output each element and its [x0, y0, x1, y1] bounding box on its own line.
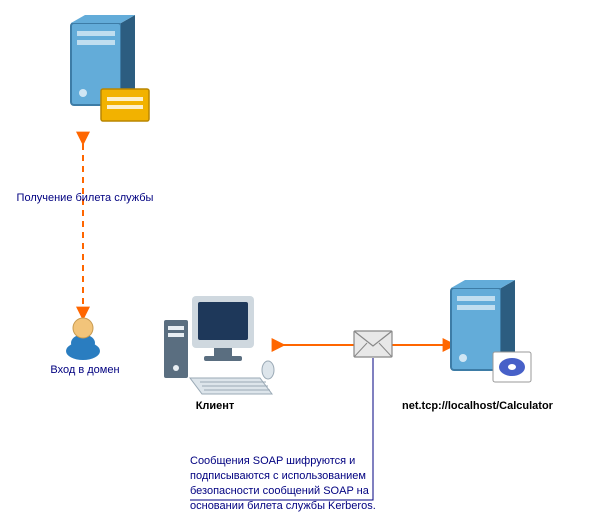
- service-server-icon: [445, 280, 540, 395]
- client-label: Клиент: [175, 400, 255, 412]
- soap-description: Сообщения SOAP шифруются и подписываются…: [190, 454, 412, 513]
- envelope-icon: [353, 330, 393, 358]
- ticket-label: Получение билета службы: [10, 192, 160, 204]
- user-icon: [63, 315, 103, 360]
- client-pc-icon: [160, 290, 275, 400]
- service-url-label: net.tcp://localhost/Calculator: [402, 400, 611, 412]
- login-label: Вход в домен: [45, 364, 125, 376]
- kdc-server-icon: [65, 15, 160, 130]
